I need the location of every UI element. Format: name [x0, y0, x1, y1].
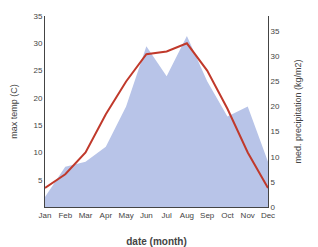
svg-text:25: 25	[271, 77, 280, 86]
svg-text:35: 35	[271, 27, 280, 36]
svg-text:35: 35	[33, 12, 42, 21]
svg-text:Dec: Dec	[261, 211, 275, 220]
svg-text:10: 10	[271, 153, 280, 162]
svg-text:max temp (C): max temp (C)	[9, 84, 19, 139]
svg-text:Sep: Sep	[200, 211, 215, 220]
svg-text:Nov: Nov	[241, 211, 255, 220]
svg-text:Mar: Mar	[79, 211, 93, 220]
svg-text:Aug: Aug	[180, 211, 194, 220]
svg-text:0: 0	[271, 203, 276, 212]
svg-text:30: 30	[271, 52, 280, 61]
svg-text:Jan: Jan	[39, 211, 52, 220]
svg-text:5: 5	[271, 178, 276, 187]
svg-text:May: May	[119, 211, 134, 220]
svg-text:15: 15	[33, 121, 42, 130]
svg-text:Jun: Jun	[140, 211, 153, 220]
svg-text:date (month): date (month)	[126, 236, 187, 247]
svg-text:Feb: Feb	[58, 211, 72, 220]
svg-text:med. precipitation (kg/m2): med. precipitation (kg/m2)	[293, 59, 303, 163]
svg-text:Oct: Oct	[221, 211, 234, 220]
svg-text:25: 25	[33, 66, 42, 75]
svg-text:20: 20	[33, 94, 42, 103]
svg-text:15: 15	[271, 127, 280, 136]
svg-text:Jul: Jul	[162, 211, 172, 220]
svg-text:30: 30	[33, 39, 42, 48]
svg-text:10: 10	[33, 148, 42, 157]
svg-text:20: 20	[271, 102, 280, 111]
svg-text:5: 5	[38, 176, 43, 185]
svg-text:Apr: Apr	[100, 211, 113, 220]
